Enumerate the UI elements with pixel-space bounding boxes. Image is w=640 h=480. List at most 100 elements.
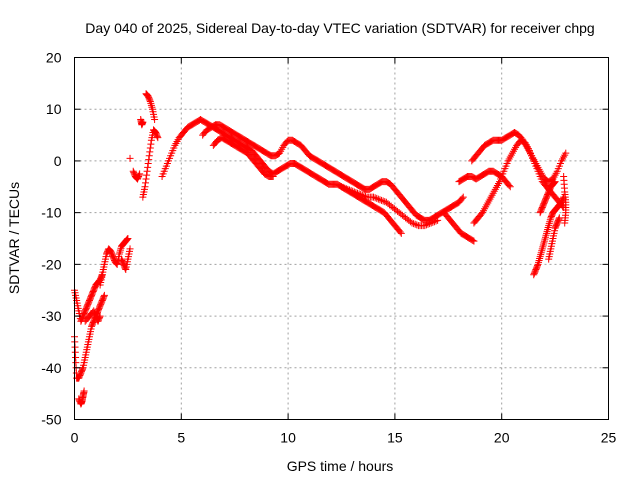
data-point — [562, 149, 570, 157]
data-point — [376, 196, 384, 204]
y-tick-label: -30 — [41, 308, 61, 324]
data-point — [551, 178, 559, 186]
data-point — [421, 222, 429, 230]
data-point — [100, 293, 108, 301]
data-point — [124, 235, 132, 242]
data-point — [506, 183, 514, 191]
data-point — [539, 241, 547, 249]
data-point — [153, 132, 161, 140]
series-arc-main-3 — [209, 134, 277, 180]
data-point — [374, 195, 382, 203]
data-point — [551, 178, 559, 186]
data-point — [350, 188, 358, 196]
data-point — [543, 227, 551, 235]
data-point — [540, 237, 548, 245]
data-point — [535, 256, 543, 264]
series-arc-late-3 — [468, 128, 570, 186]
data-point — [146, 148, 154, 156]
y-tick-label: 10 — [46, 101, 62, 117]
grid — [74, 57, 609, 420]
y-tick-label: -40 — [41, 360, 61, 376]
data-point — [357, 191, 365, 199]
series-arc-late-6 — [545, 214, 563, 263]
data-point — [432, 217, 440, 225]
data-point — [542, 231, 550, 239]
series-arc-main-5 — [440, 209, 478, 245]
data-point — [370, 193, 378, 201]
series-arc-early-10 — [139, 126, 162, 201]
series-arc-late-7 — [560, 172, 570, 227]
data-point — [541, 233, 549, 241]
series-arc-early-5 — [96, 235, 132, 289]
data-point — [100, 291, 108, 299]
data-point — [426, 220, 434, 228]
data-point — [470, 237, 478, 245]
chart-title: Day 040 of 2025, Sidereal Day-to-day VTE… — [85, 20, 594, 36]
data-point — [123, 236, 131, 244]
series-arc-early-6 — [117, 245, 134, 274]
data-point — [360, 192, 368, 200]
series-arc-early-11 — [142, 90, 159, 124]
data-point — [116, 248, 124, 256]
series-arc-early-4 — [81, 307, 104, 325]
data-point — [546, 218, 554, 226]
data-point — [541, 235, 549, 243]
data-point — [135, 171, 143, 179]
data-point — [458, 194, 466, 202]
data-point — [545, 220, 553, 228]
data-point — [342, 185, 350, 193]
data-point — [154, 134, 162, 142]
data-point — [144, 160, 152, 168]
data-point — [555, 215, 563, 223]
data-point — [505, 181, 513, 189]
data-point — [346, 186, 354, 194]
data-point — [339, 183, 347, 191]
data-point — [544, 224, 552, 232]
data-point — [79, 365, 87, 373]
data-point — [537, 249, 545, 257]
data-point — [378, 196, 386, 204]
data-point — [411, 220, 419, 228]
data-point — [408, 219, 416, 227]
x-axis-label: GPS time / hours — [287, 458, 394, 474]
data-point — [538, 245, 546, 253]
data-point — [352, 189, 360, 197]
x-tick-label: 5 — [177, 430, 185, 446]
data-point — [538, 247, 546, 255]
data-point — [338, 183, 345, 191]
y-tick-label: 0 — [54, 153, 62, 169]
data-point — [396, 228, 404, 236]
data-point — [429, 218, 437, 226]
data-point — [80, 387, 88, 395]
data-point — [373, 194, 381, 202]
data-point — [269, 172, 277, 180]
data-point — [147, 101, 155, 109]
data-point — [371, 194, 379, 202]
data-point — [543, 229, 551, 237]
data-point — [362, 192, 370, 200]
data-point — [143, 171, 151, 179]
data-point — [381, 198, 389, 206]
data-point — [96, 313, 104, 321]
data-point — [126, 154, 134, 162]
series-arc-early-7 — [126, 154, 134, 162]
y-tick-label: -20 — [41, 256, 61, 272]
data-point — [344, 185, 352, 193]
data-point — [145, 156, 153, 164]
data-point — [139, 118, 147, 126]
data-point — [540, 239, 548, 247]
data-point — [561, 219, 569, 227]
data-point — [544, 225, 552, 233]
data-point — [355, 190, 363, 198]
data-point — [144, 163, 152, 171]
data-point — [136, 170, 144, 178]
data-point — [347, 187, 355, 195]
data-point — [143, 167, 151, 175]
x-tick-label: 15 — [387, 430, 403, 446]
data-point — [555, 214, 563, 222]
series-arc-main-4 — [338, 183, 442, 230]
data-point — [545, 222, 553, 230]
series-arc-main-2 — [199, 121, 467, 224]
x-tick-label: 10 — [280, 430, 296, 446]
data-point — [537, 251, 545, 259]
